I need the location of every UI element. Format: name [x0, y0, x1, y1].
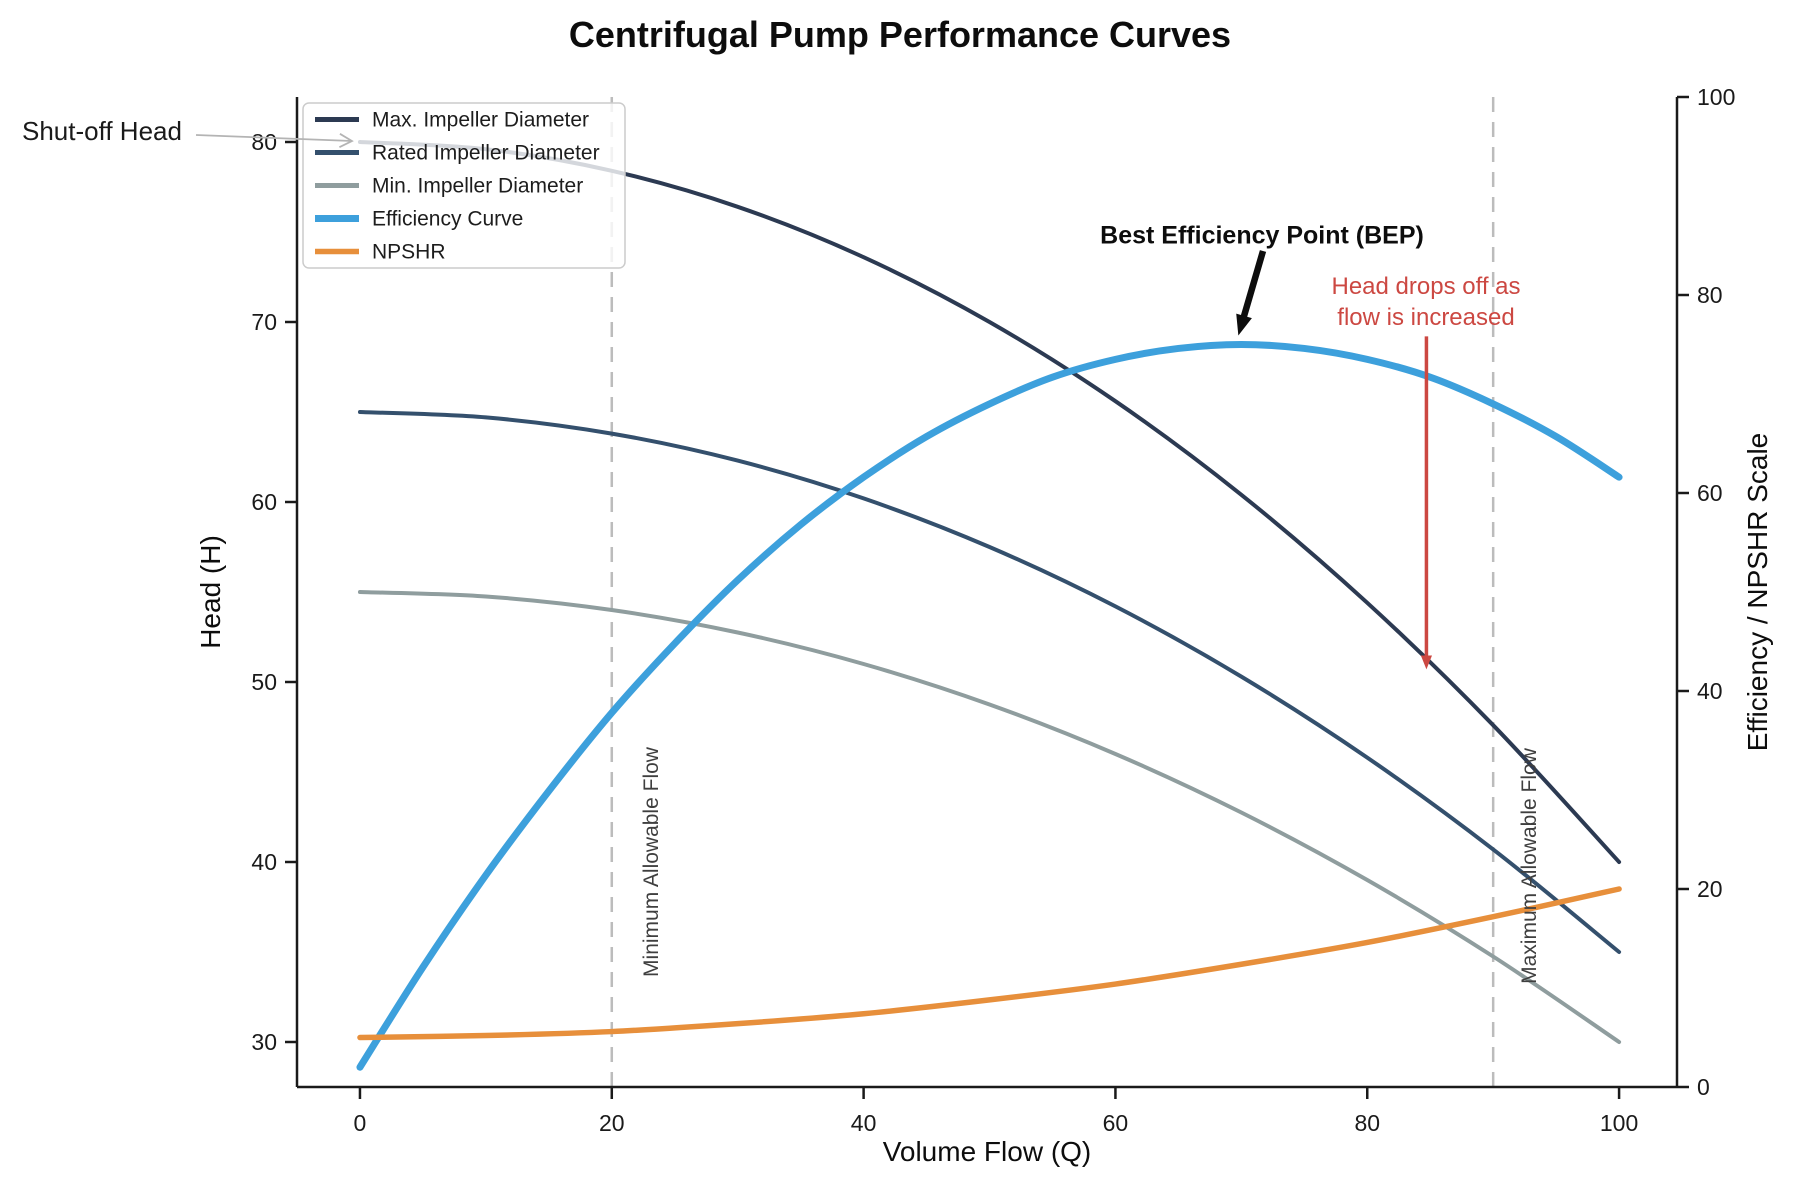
shut-off-head-arrow-shaft — [195, 134, 352, 142]
legend-item-rated-impeller-diameter: Rated Impeller Diameter — [315, 142, 600, 165]
legend-item-label: Rated Impeller Diameter — [372, 142, 600, 165]
y-tick-label-left: 70 — [251, 309, 277, 335]
legend-item-label: NPSHR — [372, 241, 446, 264]
y-tick-label-right: 80 — [1697, 282, 1723, 308]
legend-item-label: Max. Impeller Diameter — [372, 109, 589, 132]
y-tick-label-left: 40 — [251, 849, 277, 875]
x-tick-label: 40 — [851, 1110, 877, 1136]
curve-efficiency-curve — [356, 340, 1623, 1071]
bep-arrow-shaft — [1239, 250, 1267, 321]
annotation-shut-off-head: Shut-off Head — [22, 116, 182, 146]
legend-item-efficiency-curve: Efficiency Curve — [315, 208, 523, 231]
y-tick-label-left: 30 — [251, 1029, 277, 1055]
y-tick-label-right: 60 — [1697, 480, 1723, 506]
x-tick-label: 80 — [1354, 1110, 1380, 1136]
y-tick-label-left: 50 — [251, 669, 277, 695]
legend-item-min-impeller-diameter: Min. Impeller Diameter — [315, 175, 583, 198]
legend-item-label: Min. Impeller Diameter — [372, 175, 583, 198]
head-drop-arrow-head — [1420, 655, 1432, 670]
legend-box — [302, 102, 626, 269]
y-axis-label-left: Head (H) — [195, 535, 226, 649]
y-tick-label-right: 100 — [1697, 84, 1735, 110]
bep-arrow-head — [1236, 313, 1252, 336]
head-drop-arrow — [1420, 336, 1432, 670]
y-tick-label-right: 20 — [1697, 876, 1723, 902]
curve-min-impeller-diameter — [357, 590, 1622, 1044]
legend: Max. Impeller Diameter Rated Impeller Dia… — [302, 102, 626, 269]
curve-npshr — [357, 886, 1622, 1041]
annotation-head-drop: Head drops off as flow is increased — [1331, 272, 1521, 331]
curve-rated-impeller-diameter — [357, 410, 1622, 954]
x-tick-label: 60 — [1103, 1110, 1129, 1136]
x-axis-label: Volume Flow (Q) — [882, 1136, 1092, 1167]
legend-item-label: Efficiency Curve — [372, 208, 523, 231]
y-tick-label-right: 0 — [1697, 1074, 1710, 1100]
y-tick-label-left: 80 — [251, 129, 277, 155]
x-tick-label: 100 — [1600, 1110, 1638, 1136]
y-tick-label-left: 60 — [251, 489, 277, 515]
x-tick-label: 0 — [354, 1110, 367, 1136]
reference-label-minimum-allowable-flow: Minimum Allowable Flow — [640, 747, 663, 977]
chart-title: Centrifugal Pump Performance Curves — [568, 14, 1232, 55]
annotation-best-efficiency-point: Best Efficiency Point (BEP) — [1100, 221, 1424, 250]
reference-label-maximum-allowable-flow: Maximum Allowable Flow — [1518, 748, 1541, 984]
shut-off-head-arrow — [195, 133, 354, 149]
legend-item-max-impeller-diameter: Max. Impeller Diameter — [315, 109, 589, 132]
legend-item-npshr: NPSHR — [315, 241, 446, 264]
x-tick-label: 20 — [599, 1110, 625, 1136]
y-tick-label-right: 40 — [1697, 678, 1723, 704]
shut-off-head-arrow-head — [339, 133, 354, 149]
bep-arrow — [1236, 250, 1267, 336]
y-axis-label-right: Efficiency / NPSHR Scale — [1742, 432, 1773, 752]
